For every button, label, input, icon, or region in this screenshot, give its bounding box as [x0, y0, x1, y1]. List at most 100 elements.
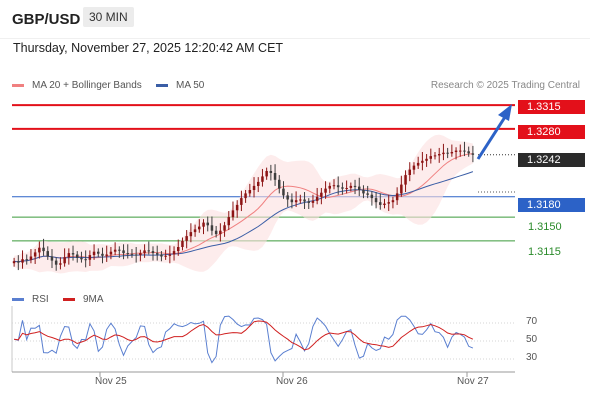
candle-body	[429, 156, 432, 159]
candle-body	[33, 252, 37, 257]
candle-body	[278, 179, 281, 189]
candle-body	[29, 256, 33, 260]
forecast-arrow-head	[498, 104, 512, 121]
legend-ma50-swatch	[156, 84, 168, 87]
candle-body	[336, 185, 340, 188]
candle-body	[349, 185, 353, 188]
candle-body	[366, 193, 369, 195]
candle-body	[156, 253, 159, 255]
candle-body	[459, 150, 462, 152]
candle-body	[450, 152, 454, 154]
candle-body	[130, 253, 134, 255]
level-label-3: 1.3242	[518, 153, 585, 167]
candle-body	[248, 190, 252, 194]
candle-body	[294, 200, 298, 203]
legend-ma-bb-swatch	[12, 84, 24, 87]
legend-ma50-label: MA 50	[176, 80, 205, 91]
candle-body	[105, 254, 108, 256]
candle-body	[80, 257, 83, 260]
candle-body	[269, 171, 273, 173]
currency-pair: GBP/USD	[12, 11, 81, 28]
candle-body	[84, 259, 87, 261]
candle-body	[332, 185, 336, 187]
candle-body	[25, 259, 28, 261]
candle-body	[425, 158, 428, 161]
candle-body	[446, 152, 449, 154]
level-label-4: 1.3180	[518, 198, 585, 212]
candle-body	[244, 193, 247, 199]
candle-body	[315, 196, 319, 201]
candle-body	[438, 154, 441, 156]
candle-body	[383, 203, 386, 205]
candle-body	[206, 222, 209, 226]
candle-body	[202, 222, 205, 227]
candle-body	[416, 162, 420, 166]
candle-body	[67, 253, 71, 258]
level-label-6: 1.3115	[528, 246, 561, 258]
candle-body	[235, 204, 239, 211]
candle-body	[168, 254, 172, 256]
candle-body	[307, 201, 310, 203]
candle-body	[362, 190, 365, 194]
candle-body	[198, 226, 201, 230]
rsi-ma9-line	[14, 320, 474, 351]
legend-9ma-label: 9MA	[83, 294, 104, 305]
candle-body	[185, 236, 188, 241]
candle-body	[227, 217, 230, 226]
candle-body	[286, 195, 289, 200]
x-label-nov27: Nov 27	[457, 376, 489, 387]
candle-body	[160, 254, 163, 257]
candle-body	[214, 230, 218, 235]
legend-ma-bb: MA 20 + Bollinger Bands	[12, 80, 142, 91]
candle-body	[341, 187, 344, 189]
legend-9ma: 9MA	[63, 294, 104, 305]
candle-body	[181, 240, 184, 247]
candle-body	[467, 151, 470, 154]
x-label-nov25: Nov 25	[95, 376, 127, 387]
candle-body	[261, 176, 264, 182]
candle-body	[46, 251, 49, 257]
candle-body	[147, 250, 150, 252]
candle-body	[219, 230, 222, 235]
rsi-line	[13, 315, 474, 364]
candle-body	[50, 256, 54, 261]
candle-body	[172, 251, 176, 255]
candle-body	[97, 251, 100, 254]
candle-body	[126, 253, 129, 255]
candle-body	[42, 247, 45, 252]
candle-body	[395, 193, 399, 201]
candle-body	[139, 253, 142, 256]
legend-9ma-swatch	[63, 298, 75, 301]
candle-body	[134, 254, 138, 256]
candle-body	[54, 260, 58, 265]
chart-header: GBP/USD 30 MIN	[0, 0, 590, 39]
candle-body	[231, 210, 235, 218]
candle-body	[118, 249, 121, 251]
candle-body	[273, 173, 277, 180]
candle-body	[143, 250, 146, 254]
candle-body	[370, 194, 374, 199]
candle-body	[109, 251, 113, 255]
forecast-arrow-shaft	[476, 116, 507, 160]
candle-body	[412, 165, 416, 170]
timeframe-badge[interactable]: 30 MIN	[83, 7, 134, 27]
timestamp: Thursday, November 27, 2025 12:20:42 AM …	[13, 41, 284, 55]
candle-body	[71, 253, 75, 255]
candle-body	[387, 202, 390, 204]
level-label-1: 1.3315	[518, 100, 585, 114]
candle-body	[345, 188, 348, 189]
candle-body	[240, 198, 243, 205]
candle-body	[290, 199, 294, 203]
candle-body	[379, 202, 382, 205]
candle-body	[433, 155, 437, 157]
candle-body	[21, 259, 24, 263]
legend-rsi-label: RSI	[32, 294, 49, 305]
candle-body	[320, 192, 323, 197]
candle-body	[189, 232, 193, 237]
candle-body	[324, 188, 327, 193]
candle-body	[265, 171, 268, 177]
candle-body	[299, 199, 302, 201]
credit-text: Research © 2025 Trading Central	[430, 80, 580, 91]
candle-body	[471, 153, 475, 155]
